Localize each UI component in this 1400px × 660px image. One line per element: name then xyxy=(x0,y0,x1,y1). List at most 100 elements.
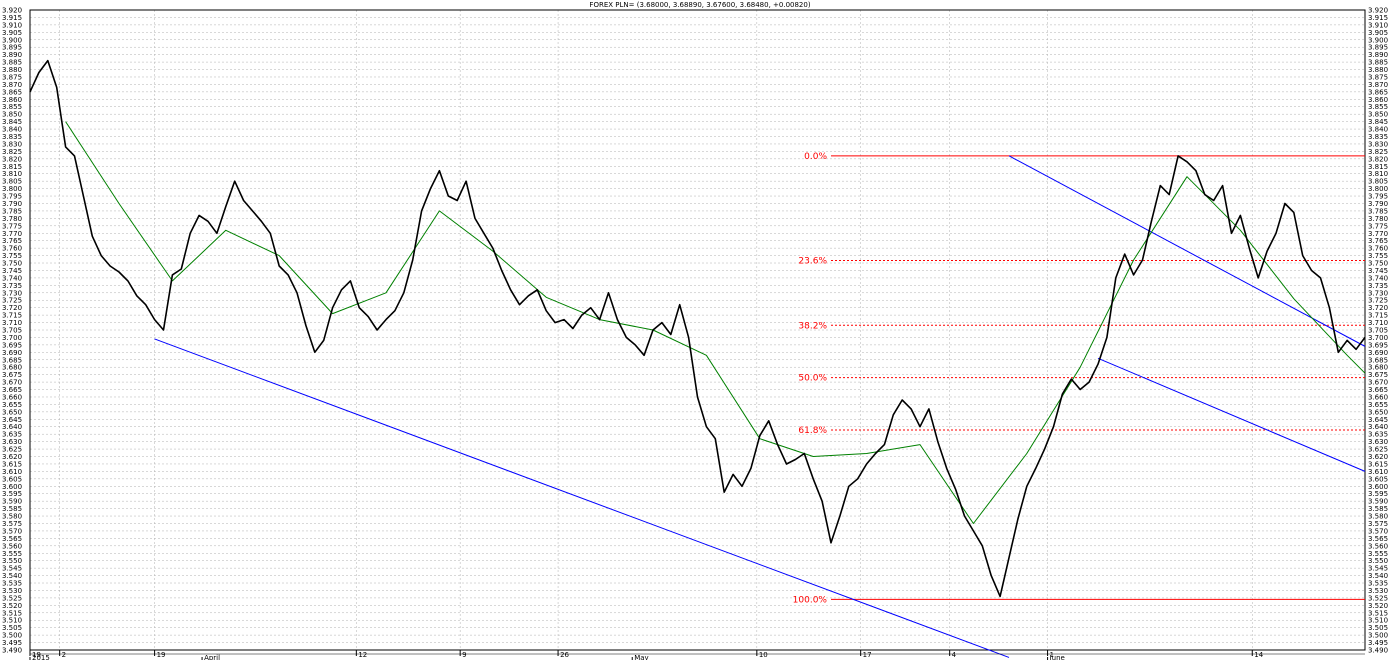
y-tick-label: 3.770 xyxy=(2,230,22,238)
y-tick-label: 3.490 xyxy=(1368,647,1388,655)
y-tick-label: 3.610 xyxy=(2,468,22,476)
y-tick-label: 3.860 xyxy=(2,96,22,104)
y-tick-label: 3.740 xyxy=(1368,274,1388,282)
y-tick-label: 3.615 xyxy=(1368,460,1388,468)
y-tick-label: 3.620 xyxy=(1368,453,1388,461)
y-tick-label: 3.785 xyxy=(1368,207,1388,215)
y-tick-label: 3.875 xyxy=(2,73,22,81)
moving-average-layer xyxy=(65,121,1366,524)
y-tick-label: 3.605 xyxy=(2,475,22,483)
y-tick-label: 3.900 xyxy=(1368,36,1388,44)
y-tick-label: 3.760 xyxy=(1368,245,1388,253)
y-tick-label: 3.645 xyxy=(2,416,22,424)
trend-line xyxy=(1097,357,1366,472)
y-axis-right: 3.4903.4953.5003.5053.5103.5153.5203.525… xyxy=(1368,7,1388,655)
y-tick-label: 3.595 xyxy=(1368,490,1388,498)
trend-line xyxy=(1008,155,1366,347)
y-tick-label: 3.700 xyxy=(1368,334,1388,342)
y-tick-label: 3.770 xyxy=(1368,230,1388,238)
y-tick-label: 3.755 xyxy=(1368,252,1388,260)
trend-channels xyxy=(154,155,1366,658)
x-period-label: May xyxy=(634,654,648,660)
y-tick-label: 3.570 xyxy=(2,527,22,535)
y-tick-label: 3.545 xyxy=(1368,565,1388,573)
x-day-label: 4 xyxy=(952,651,957,659)
y-tick-label: 3.845 xyxy=(1368,118,1388,126)
y-tick-label: 3.530 xyxy=(2,587,22,595)
x-day-label: 17 xyxy=(863,651,872,659)
y-tick-label: 3.900 xyxy=(2,36,22,44)
y-tick-label: 3.525 xyxy=(1368,594,1388,602)
y-tick-label: 3.750 xyxy=(2,260,22,268)
y-tick-label: 3.665 xyxy=(1368,386,1388,394)
y-tick-label: 3.550 xyxy=(1368,557,1388,565)
y-tick-label: 3.885 xyxy=(2,59,22,67)
y-tick-label: 3.680 xyxy=(1368,364,1388,372)
moving-average-line xyxy=(65,121,1366,524)
y-tick-label: 3.910 xyxy=(1368,21,1388,29)
y-tick-label: 3.615 xyxy=(2,460,22,468)
fib-level-label: 0.0% xyxy=(804,152,827,162)
y-tick-label: 3.800 xyxy=(1368,185,1388,193)
y-tick-label: 3.835 xyxy=(2,133,22,141)
x-day-label: 10 xyxy=(759,651,768,659)
y-tick-label: 3.665 xyxy=(2,386,22,394)
y-tick-label: 3.920 xyxy=(1368,7,1388,15)
y-tick-label: 3.860 xyxy=(1368,96,1388,104)
y-tick-label: 3.555 xyxy=(1368,550,1388,558)
y-tick-label: 3.765 xyxy=(2,237,22,245)
y-tick-label: 3.605 xyxy=(1368,475,1388,483)
y-tick-label: 3.775 xyxy=(2,222,22,230)
y-tick-label: 3.850 xyxy=(1368,111,1388,119)
y-tick-label: 3.750 xyxy=(1368,260,1388,268)
y-tick-label: 3.705 xyxy=(1368,327,1388,335)
y-tick-label: 3.565 xyxy=(1368,535,1388,543)
trend-line xyxy=(154,338,1010,658)
y-tick-label: 3.600 xyxy=(2,483,22,491)
y-tick-label: 3.805 xyxy=(2,178,22,186)
x-day-label: 19 xyxy=(157,651,166,659)
y-tick-label: 3.630 xyxy=(2,438,22,446)
y-tick-label: 3.850 xyxy=(2,111,22,119)
y-tick-label: 3.830 xyxy=(1368,140,1388,148)
y-tick-label: 3.495 xyxy=(1368,639,1388,647)
y-tick-label: 3.715 xyxy=(1368,312,1388,320)
fib-level-label: 61.8% xyxy=(798,426,827,436)
y-tick-label: 3.580 xyxy=(2,513,22,521)
y-tick-label: 3.575 xyxy=(2,520,22,528)
y-tick-label: 3.585 xyxy=(1368,505,1388,513)
y-tick-label: 3.855 xyxy=(1368,103,1388,111)
price-layer xyxy=(29,59,1366,598)
y-tick-label: 3.780 xyxy=(1368,215,1388,223)
y-tick-label: 3.505 xyxy=(2,624,22,632)
y-tick-label: 3.520 xyxy=(2,602,22,610)
y-tick-label: 3.870 xyxy=(2,81,22,89)
y-tick-label: 3.890 xyxy=(2,51,22,59)
x-day-label: 14 xyxy=(1254,651,1263,659)
y-tick-label: 3.625 xyxy=(1368,446,1388,454)
y-tick-label: 3.585 xyxy=(2,505,22,513)
plot-frame xyxy=(29,9,1366,651)
fib-level-label: 38.2% xyxy=(798,321,827,331)
y-tick-label: 3.695 xyxy=(1368,341,1388,349)
y-tick-label: 3.710 xyxy=(2,319,22,327)
y-tick-label: 3.760 xyxy=(2,245,22,253)
y-tick-label: 3.810 xyxy=(1368,170,1388,178)
y-tick-label: 3.655 xyxy=(2,401,22,409)
x-day-label: 9 xyxy=(462,651,466,659)
y-tick-label: 3.495 xyxy=(2,639,22,647)
fib-level-label: 50.0% xyxy=(798,374,827,384)
y-tick-label: 3.745 xyxy=(1368,267,1388,275)
y-tick-label: 3.915 xyxy=(2,14,22,22)
y-tick-label: 3.535 xyxy=(2,580,22,588)
y-tick-label: 3.870 xyxy=(1368,81,1388,89)
y-tick-label: 3.910 xyxy=(2,21,22,29)
y-tick-label: 3.700 xyxy=(2,334,22,342)
y-tick-label: 3.540 xyxy=(2,572,22,580)
y-tick-label: 3.555 xyxy=(2,550,22,558)
y-tick-label: 3.635 xyxy=(1368,431,1388,439)
y-tick-label: 3.780 xyxy=(2,215,22,223)
y-tick-label: 3.560 xyxy=(1368,542,1388,550)
y-tick-label: 3.625 xyxy=(2,446,22,454)
